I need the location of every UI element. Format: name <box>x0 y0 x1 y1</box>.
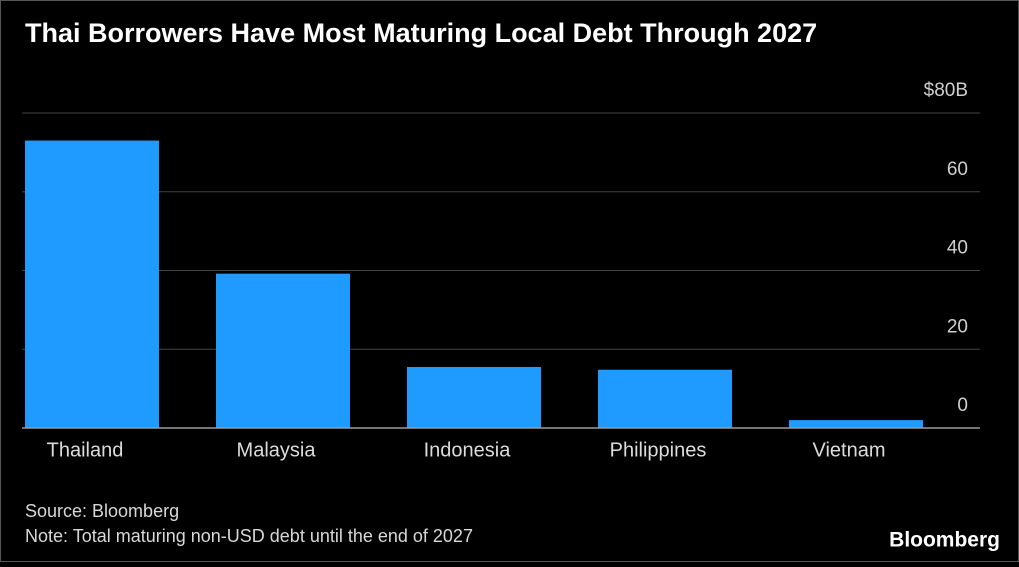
bar <box>598 369 732 428</box>
x-tick-label: Philippines <box>610 439 707 461</box>
x-tick-label: Thailand <box>47 439 124 461</box>
y-tick-label: $80B <box>924 80 968 101</box>
brand-logo: Bloomberg <box>889 529 1000 552</box>
x-tick-label: Vietnam <box>812 439 885 461</box>
bar <box>407 366 541 428</box>
note: Note: Total maturing non-USD debt until … <box>25 526 473 546</box>
bar <box>216 273 350 428</box>
y-tick-label: 20 <box>947 316 968 337</box>
y-tick-label: 40 <box>947 238 968 259</box>
x-tick-label: Malaysia <box>237 439 317 461</box>
bar <box>789 420 923 428</box>
y-tick-label: 0 <box>957 395 968 416</box>
x-tick-label: Indonesia <box>424 439 512 461</box>
source: Source: Bloomberg <box>25 501 179 521</box>
y-tick-label: 60 <box>947 159 968 180</box>
chart-title: Thai Borrowers Have Most Maturing Local … <box>25 18 817 48</box>
bar <box>25 140 159 428</box>
